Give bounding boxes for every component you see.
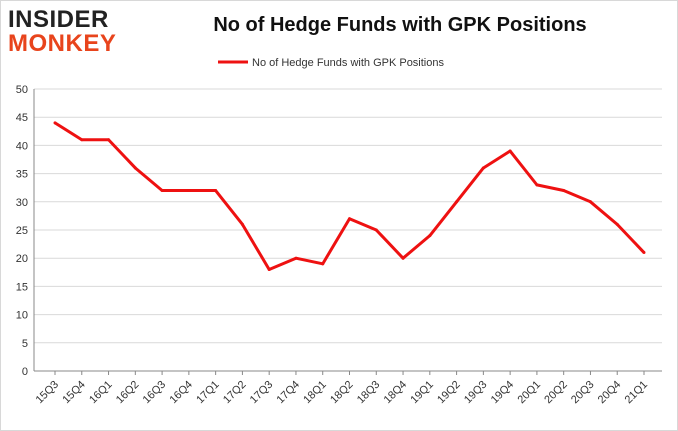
x-tick-label: 16Q1: [87, 379, 115, 407]
logo-line-1: INSIDER: [8, 6, 109, 33]
x-tick-label: 20Q2: [542, 379, 570, 407]
data-point: [481, 166, 485, 170]
data-point: [294, 256, 298, 260]
x-tick-label: 19Q1: [408, 379, 436, 407]
y-tick-label: 40: [16, 140, 28, 152]
y-tick-label: 10: [16, 310, 28, 322]
x-axis-ticks: 15Q3 15Q4 16Q1 16Q2 16Q3 16Q4 17Q1 17Q2 17Q3 17Q4…: [34, 371, 651, 407]
x-tick-label: 21Q1: [623, 379, 651, 407]
x-tick-label: 19Q4: [489, 379, 517, 407]
y-tick-label: 25: [16, 225, 28, 237]
logo-line-2: MONKEY: [8, 30, 117, 57]
y-tick-label: 50: [16, 84, 28, 96]
x-tick-label: 18Q3: [355, 379, 383, 407]
y-tick-label: 30: [16, 197, 28, 209]
x-tick-label: 19Q2: [435, 379, 463, 407]
x-tick-label: 20Q1: [516, 379, 544, 407]
y-tick-label: 5: [22, 338, 28, 350]
data-point: [53, 121, 57, 125]
gridlines: [34, 88, 662, 372]
x-tick-label: 16Q4: [167, 379, 195, 407]
x-tick-label: 17Q4: [275, 379, 303, 407]
data-point: [187, 189, 191, 193]
data-point: [535, 183, 539, 187]
x-tick-label: 15Q4: [60, 379, 88, 407]
x-tick-label: 18Q4: [382, 379, 410, 407]
data-point: [160, 189, 164, 193]
x-tick-label: 20Q3: [569, 379, 597, 407]
y-tick-label: 35: [16, 169, 28, 181]
x-tick-label: 16Q2: [114, 379, 142, 407]
data-point: [107, 138, 111, 142]
data-point: [321, 262, 325, 266]
data-point: [588, 200, 592, 204]
data-point: [214, 189, 218, 193]
data-point: [455, 200, 459, 204]
data-point: [508, 149, 512, 153]
x-tick-label: 20Q4: [596, 379, 624, 407]
y-tick-label: 20: [16, 253, 28, 265]
data-point: [348, 217, 351, 221]
y-tick-label: 15: [16, 281, 28, 293]
y-tick-label: 45: [16, 112, 28, 124]
y-tick-label: 0: [22, 366, 28, 378]
data-points: [53, 121, 646, 271]
x-tick-label: 17Q1: [194, 379, 222, 407]
data-point: [374, 228, 378, 232]
data-point: [428, 234, 432, 238]
insider-monkey-logo: INSIDER MONKEY: [8, 8, 128, 56]
data-point: [401, 256, 405, 260]
x-tick-label: 18Q1: [301, 379, 329, 407]
data-point: [240, 222, 244, 226]
legend-label: No of Hedge Funds with GPK Positions: [252, 57, 444, 69]
data-point: [642, 251, 646, 255]
data-point: [133, 166, 137, 170]
data-point: [562, 189, 566, 193]
data-point: [615, 222, 619, 226]
x-tick-label: 17Q3: [248, 379, 276, 407]
data-point: [267, 267, 271, 271]
x-tick-label: 17Q2: [221, 379, 249, 407]
legend: No of Hedge Funds with GPK Positions: [218, 57, 444, 69]
y-axis-ticks: 0 5 10 15 20 25 30 35 40 45 50: [16, 84, 28, 378]
series-line: [54, 121, 646, 271]
x-tick-label: 16Q3: [141, 379, 169, 407]
data-point: [80, 138, 84, 142]
x-tick-label: 15Q3: [34, 379, 62, 407]
x-tick-label: 19Q3: [462, 379, 490, 407]
chart-title: No of Hedge Funds with GPK Positions: [213, 14, 587, 36]
x-tick-label: 18Q2: [328, 379, 356, 407]
